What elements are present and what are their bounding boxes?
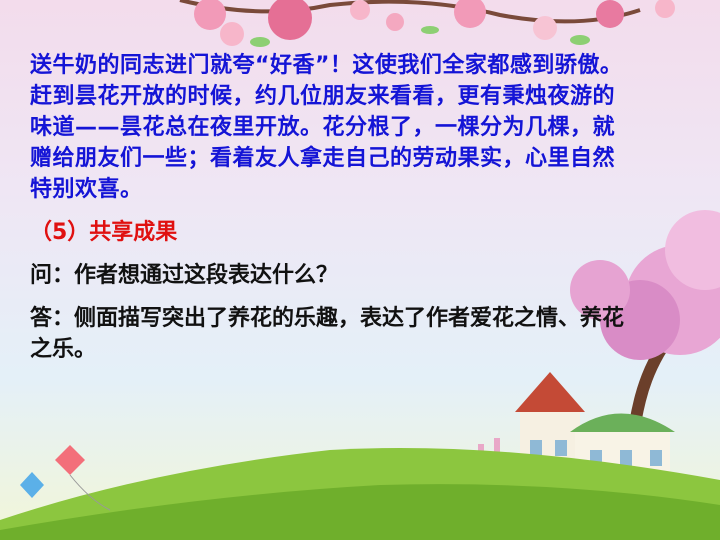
- tree: [570, 210, 720, 540]
- section-heading: （5）共享成果: [30, 220, 178, 245]
- slide-text: 送牛奶的同志进门就夸“好香”！这使我们全家都感到骄傲。赶到昙花开放的时候，约几位…: [30, 50, 630, 365]
- body-paragraph: 送牛奶的同志进门就夸“好香”！这使我们全家都感到骄傲。赶到昙花开放的时候，约几位…: [30, 53, 623, 202]
- kites: [20, 445, 111, 511]
- blossom-branch: [179, 0, 675, 47]
- answer-text: 答：侧面描写突出了养花的乐趣，表达了作者爱花之情、养花之乐。: [30, 306, 625, 362]
- question-text: 问：作者想通过这段表达什么？: [30, 263, 339, 288]
